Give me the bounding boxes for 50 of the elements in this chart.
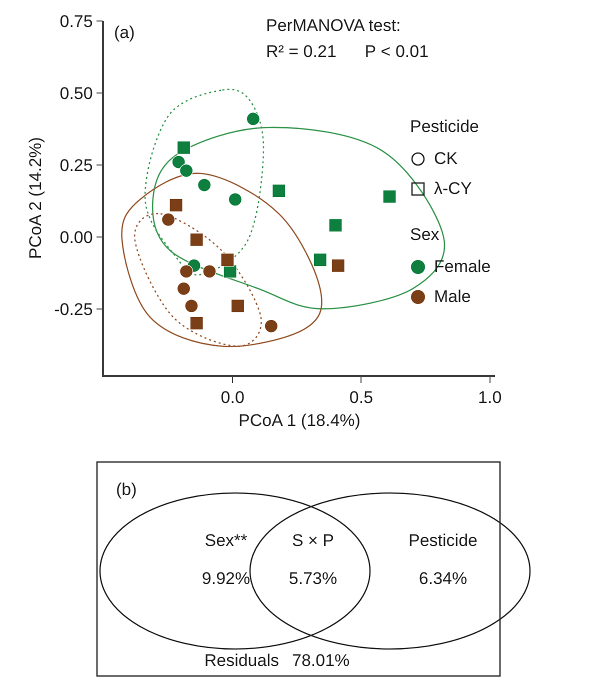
point: [230, 299, 245, 313]
y-tick-label: -0.25: [54, 300, 93, 319]
category-label: Pesticide: [408, 531, 478, 550]
data-label: 5.73%: [288, 569, 338, 588]
chart-title: (a): [114, 23, 135, 42]
annotation: Pesticide: [410, 116, 480, 138]
category-label: S × P: [292, 531, 334, 550]
point: [246, 112, 260, 126]
y-tick-label: 0.25: [60, 156, 93, 175]
y-axis-title: PCoA 2 (14.2%): [26, 137, 46, 259]
point: [228, 192, 242, 206]
annotation: R² = 0.21 P < 0.01: [266, 42, 429, 61]
legend-label: Male: [434, 286, 471, 308]
x-axis-title: PCoA 1 (18.4%): [238, 411, 360, 430]
y-tick-label: 0.75: [60, 12, 93, 31]
point: [190, 316, 204, 330]
annotation: CK: [434, 148, 458, 170]
data-label: 78.01%: [292, 651, 350, 670]
annotation: Sex: [410, 224, 440, 246]
y-tick-label: 0.00: [60, 228, 93, 247]
point: [180, 264, 194, 278]
point: [313, 253, 327, 267]
category-label: Residuals: [204, 651, 279, 670]
text: (b): [116, 480, 137, 499]
point: [264, 319, 278, 333]
point: [328, 218, 342, 232]
point: [190, 232, 204, 247]
point: [176, 282, 191, 296]
point: [180, 164, 194, 178]
x-tick-label: 1.0: [478, 388, 502, 408]
x-tick-label: 0.0: [220, 388, 244, 408]
annotation: PerMANOVA test:: [266, 16, 401, 35]
point: [331, 258, 345, 272]
point: [220, 253, 234, 267]
point: [223, 264, 237, 278]
point: [162, 212, 176, 226]
point: [202, 264, 216, 278]
point: [172, 155, 186, 169]
x-tick-label: 0.5: [349, 388, 374, 408]
point: [169, 198, 183, 212]
point: [176, 140, 191, 154]
category-label: Sex**: [204, 531, 248, 550]
point: [198, 178, 212, 192]
data-label: 6.34%: [418, 569, 468, 588]
data-label: 9.92%: [202, 569, 250, 588]
point: [272, 184, 286, 198]
point: [382, 190, 396, 204]
annotation: λ-CY: [434, 178, 472, 200]
y-tick-label: 0.50: [60, 84, 93, 103]
point: [184, 299, 198, 313]
